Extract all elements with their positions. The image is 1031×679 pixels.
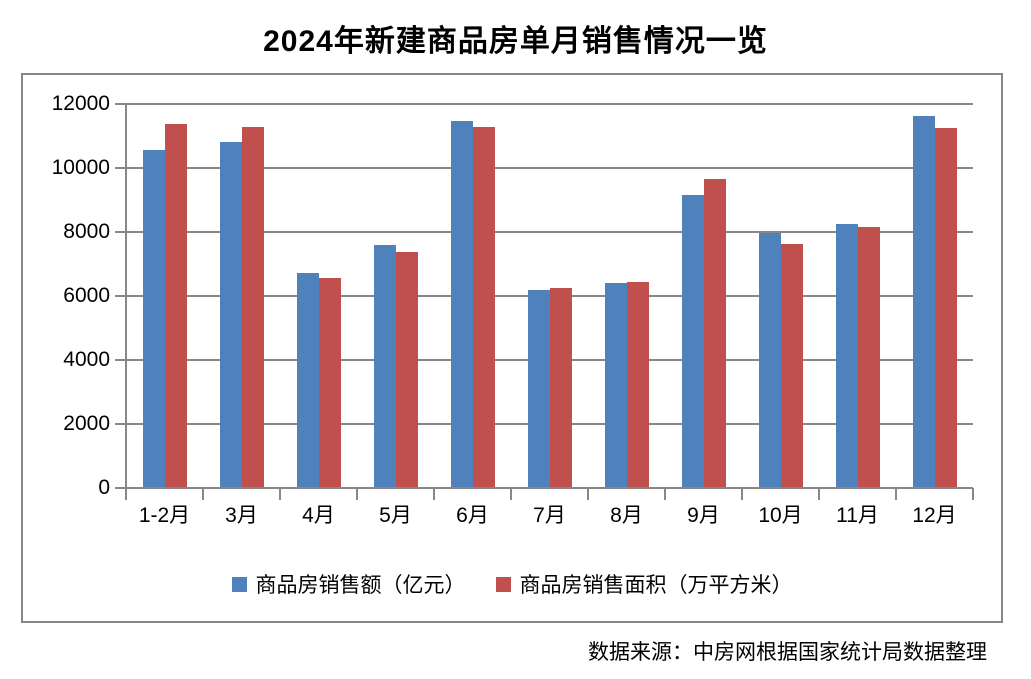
x-axis-label: 11月 (836, 504, 879, 527)
x-axis-tick (741, 488, 743, 500)
bar-sales-amount (373, 245, 396, 488)
x-axis-tick (433, 488, 435, 500)
x-axis-label: 4月 (302, 504, 335, 527)
x-axis-label: 12月 (912, 504, 957, 527)
chart-title: 2024年新建商品房单月销售情况一览 (263, 25, 768, 58)
x-axis-label: 9月 (687, 504, 720, 527)
x-axis-tick (587, 488, 589, 500)
legend-label-sales-amount: 商品房销售额（亿元） (255, 573, 466, 597)
x-axis-tick (895, 488, 897, 500)
bar-sales-amount (219, 142, 242, 488)
gridline (126, 167, 973, 169)
legend-swatch-sales-amount (231, 576, 247, 592)
bar-sales-amount (527, 290, 550, 488)
legend-item-sales-area: 商品房销售面积（万平方米） (495, 569, 793, 599)
y-axis-label: 10000 (51, 156, 110, 179)
x-axis-tick (125, 488, 127, 500)
y-axis-line (125, 104, 127, 500)
y-axis-label: 6000 (63, 284, 110, 307)
y-axis-tick (115, 487, 126, 489)
x-axis-label: 1-2月 (138, 504, 191, 527)
x-axis-label: 7月 (533, 504, 566, 527)
y-axis-tick (115, 423, 126, 425)
bar-sales-area (703, 179, 726, 488)
bar-sales-amount (142, 150, 165, 488)
x-axis-tick (356, 488, 358, 500)
y-axis-label: 2000 (63, 412, 110, 435)
gridline (126, 103, 973, 105)
bar-sales-amount (912, 116, 935, 488)
chart-frame: 12000 10000 8000 6000 4000 2000 0 1-2月 3月 4月 5月 6月 7… (21, 73, 1003, 623)
bar-sales-amount (604, 283, 627, 488)
bar-sales-amount (758, 233, 781, 488)
bar-sales-area (241, 127, 264, 488)
x-axis-tick (664, 488, 666, 500)
y-axis-tick (115, 167, 126, 169)
gridline (126, 231, 973, 233)
x-axis-tick (279, 488, 281, 500)
legend: 商品房销售额（亿元） 商品房销售面积（万平方米） (23, 569, 1001, 599)
x-axis-label: 6月 (456, 504, 489, 527)
bar-sales-area (395, 252, 418, 488)
x-axis-label: 3月 (225, 504, 258, 527)
y-axis-label: 8000 (63, 220, 110, 243)
bar-sales-area (549, 288, 572, 488)
bar-sales-area (626, 282, 649, 488)
legend-swatch-sales-area (495, 576, 511, 592)
legend-item-sales-amount: 商品房销售额（亿元） (231, 569, 466, 599)
bar-sales-amount (296, 273, 319, 488)
bar-sales-area (472, 127, 495, 488)
bar-sales-amount (835, 224, 858, 488)
bar-sales-amount (450, 121, 473, 488)
y-axis-label: 4000 (63, 348, 110, 371)
y-axis-tick (115, 103, 126, 105)
y-axis-tick (115, 295, 126, 297)
x-axis-tick (818, 488, 820, 500)
x-axis-label: 10月 (758, 504, 803, 527)
data-source-note: 数据来源：中房网根据国家统计局数据整理 (588, 641, 987, 664)
y-axis-tick (115, 231, 126, 233)
y-axis-label: 12000 (51, 92, 110, 115)
x-axis-label: 5月 (379, 504, 412, 527)
x-axis-label: 8月 (610, 504, 643, 527)
bar-sales-area (780, 244, 803, 488)
y-axis-label: 0 (98, 476, 110, 499)
x-axis-tick (202, 488, 204, 500)
x-axis-line (126, 487, 973, 489)
bar-sales-area (857, 227, 880, 488)
legend-label-sales-area: 商品房销售面积（万平方米） (519, 573, 793, 597)
bar-sales-area (318, 278, 341, 488)
x-axis-tick (972, 488, 974, 500)
bar-sales-area (934, 128, 957, 488)
plot-area: 12000 10000 8000 6000 4000 2000 0 1-2月 3月 4月 5月 6月 7… (52, 92, 974, 527)
bar-sales-amount (681, 195, 704, 488)
bar-sales-area (164, 124, 187, 488)
x-axis-tick (510, 488, 512, 500)
y-axis-tick (115, 359, 126, 361)
